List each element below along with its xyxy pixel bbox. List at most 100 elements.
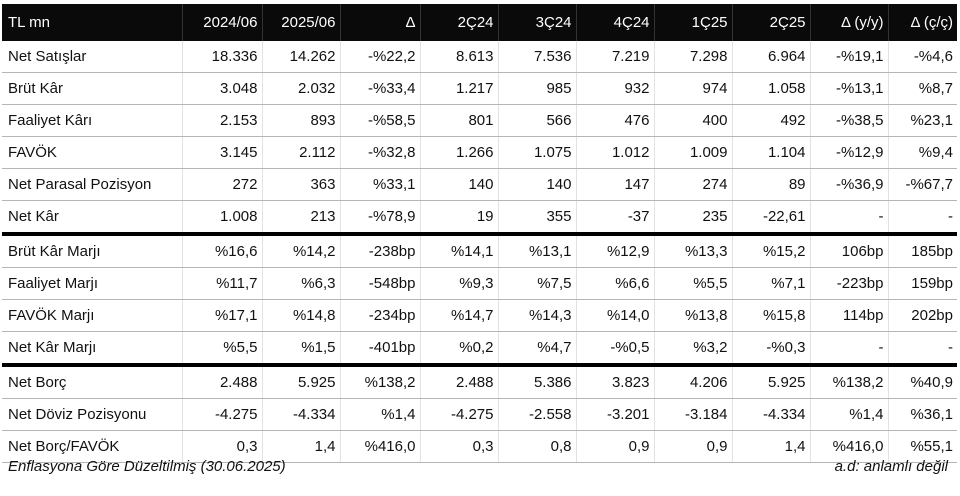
value-cell: 19 [420, 200, 499, 236]
value-cell: 14.262 [262, 41, 341, 73]
value-cell: 235 [654, 200, 733, 236]
value-cell: -%38,5 [810, 104, 889, 137]
value-cell: %5,5 [182, 331, 263, 367]
value-cell: 202bp [888, 299, 957, 332]
footnote-abbreviation: a.d: anlamlı değil [834, 458, 948, 475]
value-cell: 1.217 [420, 72, 499, 105]
value-cell: 801 [420, 104, 499, 137]
value-cell: %14,3 [498, 299, 577, 332]
value-cell: -%36,9 [810, 168, 889, 201]
header-cell: 2Ç24 [420, 4, 499, 41]
value-cell: 7.536 [498, 41, 577, 73]
value-cell: 159bp [888, 267, 957, 300]
header-cell: 2Ç25 [732, 4, 811, 41]
value-cell: 932 [576, 72, 655, 105]
value-cell: 1.058 [732, 72, 811, 105]
value-cell: 1.012 [576, 136, 655, 169]
value-cell: 106bp [810, 234, 889, 268]
value-cell: -%78,9 [340, 200, 421, 236]
header-cell-label: TL mn [2, 4, 183, 41]
value-cell: -%33,4 [340, 72, 421, 105]
table-row: Brüt Kâr 3.048 2.032 -%33,4 1.217 985 932 974 1.… [2, 72, 957, 105]
financial-table: TL mn 2024/06 2025/06 Δ 2Ç24 3Ç24 4Ç24 1Ç25 2Ç25… [2, 4, 957, 463]
header-cell: Δ (y/y) [810, 4, 889, 41]
value-cell: %15,8 [732, 299, 811, 332]
table-row: Net Borç/FAVÖK 0,3 1,4 %416,0 0,3 0,8 0,9 0,9 1,… [2, 430, 957, 463]
value-cell: -%0,3 [732, 331, 811, 367]
value-cell: -%12,9 [810, 136, 889, 169]
table-row: Net Kâr 1.008 213 -%78,9 19 355 -37 235 -22,61- - [2, 200, 957, 236]
value-cell: %416,0 [810, 430, 889, 463]
value-cell: 8.613 [420, 41, 499, 73]
value-cell: 4.206 [654, 365, 733, 399]
value-cell: 274 [654, 168, 733, 201]
value-cell: %9,4 [888, 136, 957, 169]
row-label-cell: Brüt Kâr [2, 72, 183, 105]
value-cell: -223bp [810, 267, 889, 300]
value-cell: 566 [498, 104, 577, 137]
row-label-cell: Net Borç/FAVÖK [2, 430, 183, 463]
value-cell: 0,9 [576, 430, 655, 463]
header-cell: 2025/06 [262, 4, 341, 41]
value-cell: -4.334 [732, 398, 811, 431]
header-cell: Δ (ç/ç) [888, 4, 957, 41]
value-cell: 1,4 [262, 430, 341, 463]
header-cell: 3Ç24 [498, 4, 577, 41]
value-cell: %1,4 [810, 398, 889, 431]
value-cell: %4,7 [498, 331, 577, 367]
value-cell: -%67,7 [888, 168, 957, 201]
value-cell: %11,7 [182, 267, 263, 300]
header-cell: 4Ç24 [576, 4, 655, 41]
value-cell: -%22,2 [340, 41, 421, 73]
footnote-inflation-adjusted: Enflasyona Göre Düzeltilmiş (30.06.2025) [8, 458, 286, 475]
value-cell: 1.104 [732, 136, 811, 169]
value-cell: 1,4 [732, 430, 811, 463]
value-cell: %138,2 [340, 365, 421, 399]
value-cell: 2.153 [182, 104, 263, 137]
value-cell: 0,3 [420, 430, 499, 463]
value-cell: %6,6 [576, 267, 655, 300]
value-cell: %17,1 [182, 299, 263, 332]
value-cell: %36,1 [888, 398, 957, 431]
value-cell: %14,8 [262, 299, 341, 332]
value-cell: %9,3 [420, 267, 499, 300]
value-cell: -4.275 [182, 398, 263, 431]
table-row: Net Döviz Pozisyonu -4.275 -4.334 %1,4 -4.27… [2, 398, 957, 431]
value-cell: %7,5 [498, 267, 577, 300]
value-cell: 140 [498, 168, 577, 201]
value-cell: %1,4 [340, 398, 421, 431]
value-cell: %0,2 [420, 331, 499, 367]
value-cell: 1.266 [420, 136, 499, 169]
row-label-cell: Faaliyet Marjı [2, 267, 183, 300]
table-row: Brüt Kâr Marjı %16,6 %14,2 -238bp %14,1 %13,1… [2, 234, 957, 268]
table-footer: Enflasyona Göre Düzeltilmiş (30.06.2025)… [8, 458, 948, 475]
table-row: Net Satışlar 18.336 14.262 -%22,2 8.613 7.536… [2, 41, 957, 73]
value-cell: 140 [420, 168, 499, 201]
value-cell: %12,9 [576, 234, 655, 268]
value-cell: %16,6 [182, 234, 263, 268]
row-label-cell: Brüt Kâr Marjı [2, 234, 183, 268]
value-cell: 6.964 [732, 41, 811, 73]
value-cell: -%13,1 [810, 72, 889, 105]
row-label-cell: FAVÖK Marjı [2, 299, 183, 332]
row-label-cell: Net Kâr [2, 200, 183, 236]
value-cell: 5.386 [498, 365, 577, 399]
value-cell: -238bp [340, 234, 421, 268]
value-cell: 974 [654, 72, 733, 105]
value-cell: 5.925 [732, 365, 811, 399]
table-row: FAVÖK 3.145 2.112 -%32,8 1.266 1.075 1.012 1.00… [2, 136, 957, 169]
value-cell: -234bp [340, 299, 421, 332]
value-cell: - [888, 331, 957, 367]
table-row: Net Borç 2.488 5.925 %138,2 2.488 5.386 3.823 4… [2, 365, 957, 399]
value-cell: 2.488 [420, 365, 499, 399]
row-label-cell: Net Parasal Pozisyon [2, 168, 183, 201]
value-cell: 185bp [888, 234, 957, 268]
table-row: Net Kâr Marjı %5,5 %1,5 -401bp %0,2 %4,7 -%0,5… [2, 331, 957, 367]
table-header: TL mn 2024/06 2025/06 Δ 2Ç24 3Ç24 4Ç24 1Ç25 2Ç25… [2, 4, 957, 41]
value-cell: 0,9 [654, 430, 733, 463]
value-cell: 2.488 [182, 365, 263, 399]
value-cell: %5,5 [654, 267, 733, 300]
value-cell: %40,9 [888, 365, 957, 399]
value-cell: 3.823 [576, 365, 655, 399]
